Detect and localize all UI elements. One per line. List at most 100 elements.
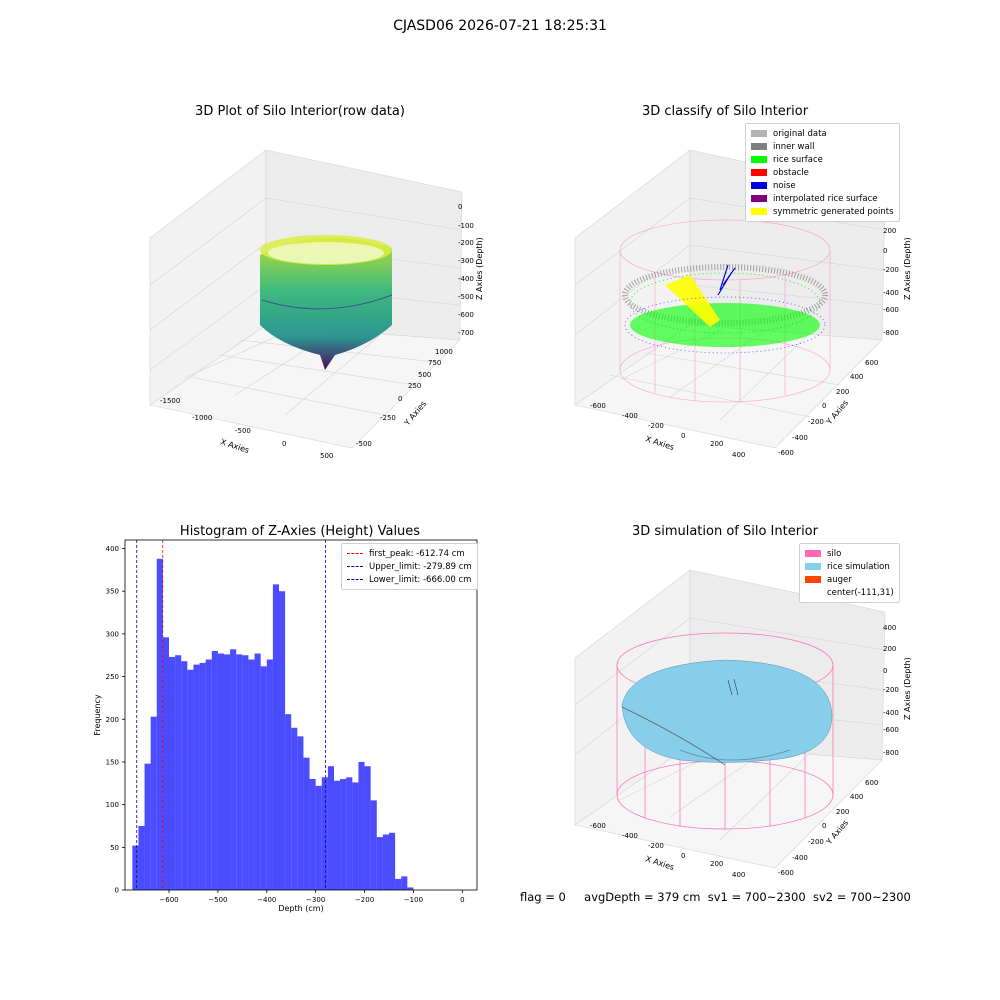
histogram-bar <box>169 656 176 890</box>
classify-xtick: 0 <box>681 432 685 440</box>
classify-ztick: -600 <box>883 306 899 314</box>
histogram-bar <box>346 777 353 890</box>
simulation-ztick: -800 <box>883 749 899 757</box>
classify-xlabel: X Axies <box>644 434 675 452</box>
raw-ytick: 250 <box>408 382 421 390</box>
histogram-bar <box>309 779 316 890</box>
histogram-xtick-label: −600 <box>159 896 178 904</box>
classify-ytick: 0 <box>822 402 826 410</box>
classify-xtick: -600 <box>590 402 606 410</box>
histogram-bar <box>242 655 249 890</box>
histogram-xtick-label: −500 <box>208 896 227 904</box>
simulation-xlabel: X Axies <box>644 854 675 872</box>
raw-point-cloud <box>260 238 392 370</box>
status-sv2: sv2 = 700~2300 <box>812 890 911 904</box>
raw-ytick: 0 <box>398 395 402 403</box>
histogram-ytick-label: 300 <box>106 630 119 638</box>
simulation-rice-surface <box>621 659 833 763</box>
histogram-bar <box>370 800 377 890</box>
raw-ytick: 500 <box>418 371 431 379</box>
classify-zlabel: Z Axies (Depth) <box>903 237 912 300</box>
simulation-ytick: 200 <box>836 808 849 816</box>
histogram-ytick-label: 0 <box>115 887 119 895</box>
legend-swatch <box>805 563 821 570</box>
histogram-ytick-label: 350 <box>106 588 119 596</box>
histogram-chart: −600 −500 −400 −300 −200 −100 0 0 50 100 150 200 25… <box>93 539 478 913</box>
legend-swatch <box>751 130 767 137</box>
simulation-ztick: -200 <box>883 686 899 694</box>
histogram-ytick-label: 400 <box>106 545 119 553</box>
histogram-bar <box>395 878 402 890</box>
legend-swatch <box>751 195 767 202</box>
histogram-bar <box>315 785 322 890</box>
simulation-ztick: -600 <box>883 726 899 734</box>
figure-title: CJASD06 2026-07-21 18:25:31 <box>393 18 607 34</box>
histogram-bar <box>199 662 206 890</box>
legend-swatch <box>805 589 821 596</box>
histogram-bar <box>260 666 267 890</box>
histogram-bar <box>248 659 255 890</box>
status-flag: flag = 0 <box>520 890 566 904</box>
raw-3d-plot: -1500 -1000 -500 0 500 X Axies -500 -250… <box>149 149 484 460</box>
histogram-bar <box>352 782 359 890</box>
classify-ytick: 200 <box>836 388 849 396</box>
histogram-bar <box>291 727 298 890</box>
histogram-xtick-label: −200 <box>355 896 374 904</box>
histogram-bar <box>266 659 273 890</box>
histogram-ytick-label: 200 <box>106 716 119 724</box>
histogram-axes-frame <box>124 539 478 891</box>
raw-ylabel: Y Axies <box>402 399 428 428</box>
raw-ztick: -200 <box>458 239 474 247</box>
classify-xtick: -200 <box>648 422 664 430</box>
histogram-bar <box>150 716 157 890</box>
histogram-bar <box>279 591 286 890</box>
raw-ztick: -600 <box>458 311 474 319</box>
raw-ytick: 1000 <box>435 348 453 356</box>
simulation-auger <box>727 678 739 696</box>
legend-swatch <box>805 550 821 557</box>
classify-ztick: 0 <box>883 247 887 255</box>
legend-label: first_peak: -612.74 cm <box>369 548 465 559</box>
simulation-ytick: -600 <box>778 869 794 877</box>
histogram-bar <box>162 637 169 890</box>
simulation-ytick: 400 <box>850 793 863 801</box>
raw-x-ticks: -1500 -1000 -500 0 500 <box>160 397 333 460</box>
legend-swatch <box>751 169 767 176</box>
legend-label: Lower_limit: -666.00 cm <box>369 574 472 585</box>
status-line: flag = 0 avgDepth = 379 cm sv1 = 700~230… <box>520 890 911 904</box>
classify-ylabel: Y Axies <box>824 398 850 427</box>
classify-ztick: -200 <box>883 266 899 274</box>
raw-plot-title: 3D Plot of Silo Interior(row data) <box>195 104 405 119</box>
classify-ytick: -200 <box>808 418 824 426</box>
simulation-xtick: -200 <box>648 842 664 850</box>
histogram-xtick-label: −300 <box>306 896 325 904</box>
histogram-bar <box>230 649 237 890</box>
legend-label: inner wall <box>773 141 815 152</box>
histogram-bar <box>193 664 200 890</box>
histogram-bar <box>156 558 163 890</box>
histogram-ylabel: Frequency <box>93 694 102 736</box>
classify-noise <box>717 264 736 296</box>
histogram-ytick-label: 150 <box>106 758 119 766</box>
classify-xtick: 200 <box>710 440 723 448</box>
raw-zlabel: Z Axies (Depth) <box>475 237 484 300</box>
histogram-xlabel: Depth (cm) <box>278 904 323 913</box>
raw-xtick: -1000 <box>192 414 212 422</box>
histogram-bar <box>138 825 145 890</box>
legend-label: center(-111,31) <box>827 587 894 598</box>
histogram-xtick-label: −100 <box>404 896 423 904</box>
histogram-bar <box>205 659 212 890</box>
legend-label: interpolated rice surface <box>773 193 878 204</box>
simulation-legend: silo rice simulation auger center(-111,3… <box>799 543 900 603</box>
simulation-ytick: -200 <box>808 838 824 846</box>
simulation-xtick: -600 <box>590 822 606 830</box>
histogram-bar <box>327 766 334 890</box>
histogram-bar <box>132 845 139 890</box>
raw-ztick: -300 <box>458 257 474 265</box>
simulation-ztick: 200 <box>883 645 896 653</box>
simulation-ytick: 0 <box>822 822 826 830</box>
histogram-bar <box>236 654 243 890</box>
simulation-3d-plot: -600 -400 -200 0 200 400 X Axies -600 -4… <box>574 569 912 879</box>
simulation-ytick: 600 <box>865 779 878 787</box>
classify-ytick: 400 <box>850 373 863 381</box>
